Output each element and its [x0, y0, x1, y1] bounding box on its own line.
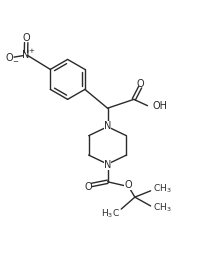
Text: OH: OH: [153, 101, 168, 111]
Text: O: O: [22, 33, 30, 43]
Text: O: O: [136, 79, 144, 89]
Text: N: N: [22, 50, 29, 60]
Text: CH$_3$: CH$_3$: [153, 183, 172, 196]
Text: N: N: [104, 121, 111, 131]
Text: O: O: [124, 180, 132, 190]
Text: CH$_3$: CH$_3$: [153, 201, 172, 214]
Text: O: O: [85, 182, 92, 192]
Text: H$_3$C: H$_3$C: [101, 207, 120, 220]
Text: +: +: [29, 48, 34, 53]
Text: O: O: [6, 53, 13, 63]
Text: N: N: [104, 160, 111, 170]
Text: −: −: [12, 59, 18, 65]
